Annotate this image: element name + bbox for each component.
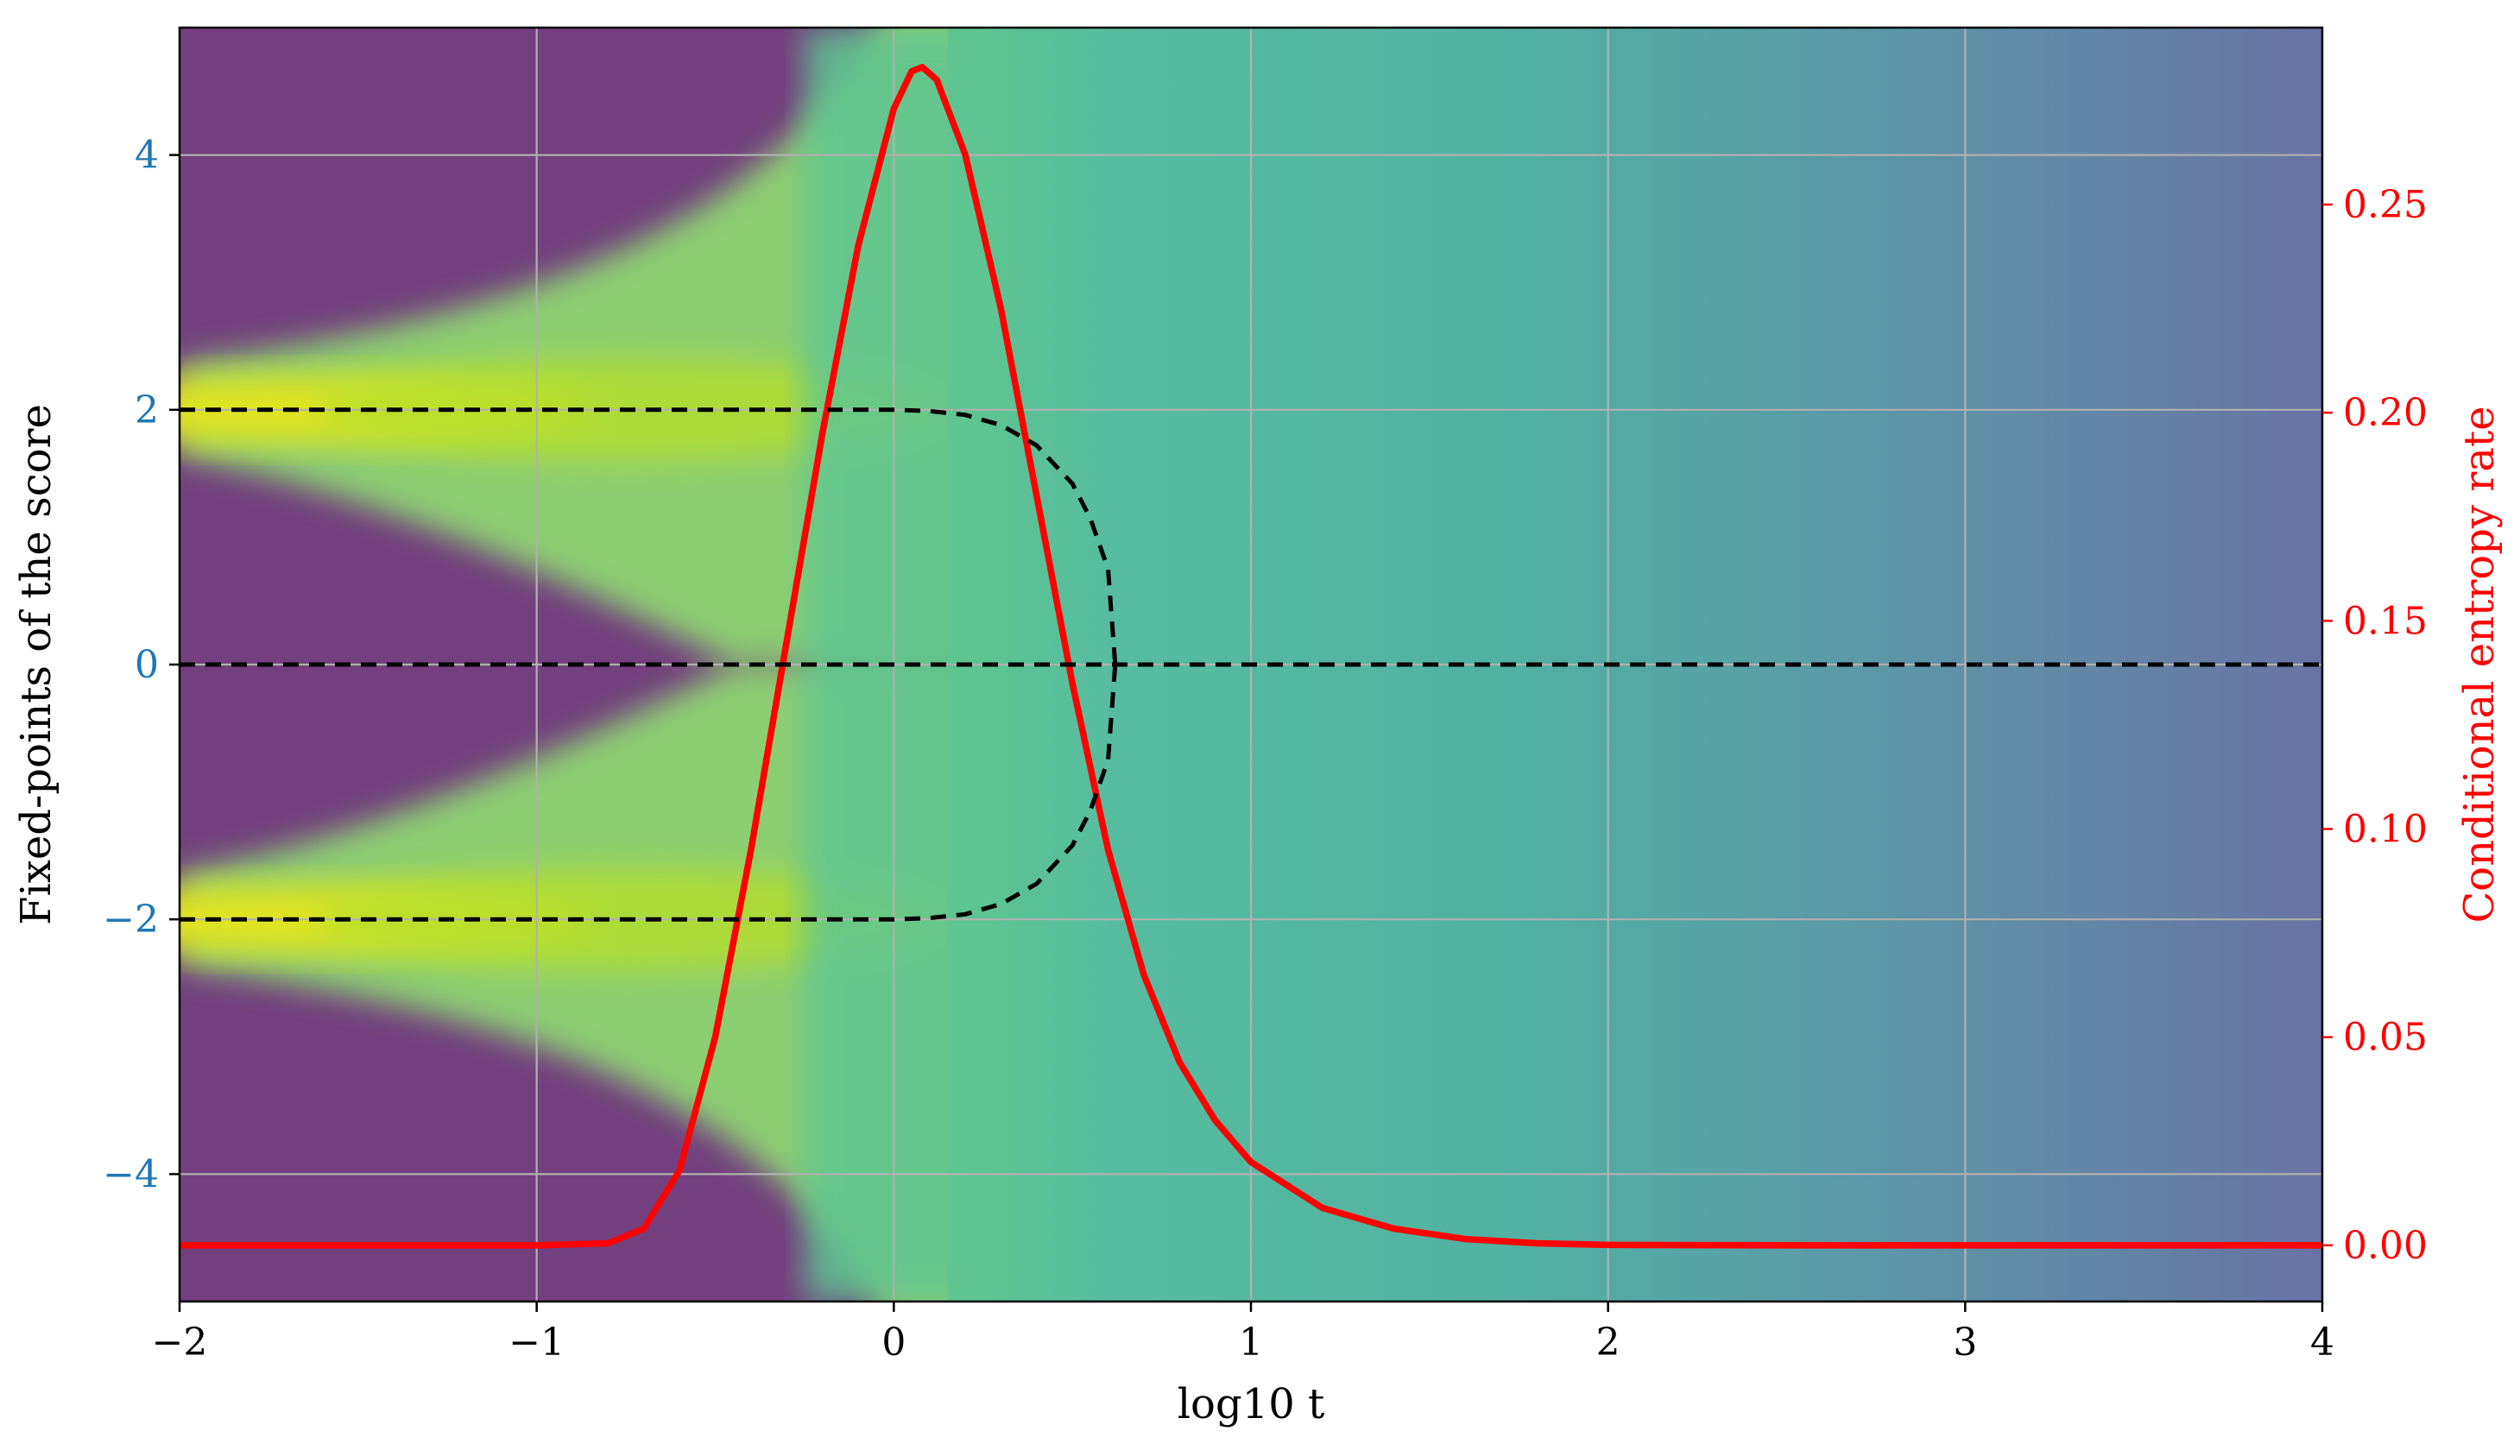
fixed-point-line-1 [180,407,1118,665]
left-axis-label: Fixed-points of the score [12,404,60,925]
series-group [180,64,2322,1249]
entropy-rate-line [180,64,2322,1249]
x-tick-label: 3 [1953,1320,1977,1365]
fixed-point-line-2 [180,664,1118,922]
x-tick-label: 4 [2310,1320,2334,1365]
right-axis-label: Conditional entropy rate [2455,406,2504,923]
left-y-tick-label: −4 [103,1152,159,1196]
right-y-tick-label: 0.05 [2343,1016,2428,1060]
x-tick-label: −2 [152,1320,208,1365]
left-y-tick-label: 0 [135,643,159,687]
x-tick-label: −1 [508,1320,565,1365]
right-y-tick-label: 0.25 [2343,183,2428,227]
left-axis-ticks: −4 −2 0 2 4 [103,134,180,1196]
x-axis-ticks: −2 −1 0 1 2 3 4 [152,1302,2334,1365]
density-heatmap [180,28,2322,1302]
left-y-tick-label: 4 [135,134,159,178]
x-tick-label: 0 [881,1320,906,1365]
right-y-tick-label: 0.20 [2343,391,2428,435]
left-y-tick-label: −2 [103,898,159,942]
right-y-tick-label: 0.10 [2343,808,2428,852]
x-tick-label: 1 [1239,1320,1263,1365]
right-y-tick-label: 0.00 [2343,1224,2428,1268]
right-axis-ticks: 0.00 0.05 0.10 0.15 0.20 0.25 [2322,183,2428,1268]
x-tick-label: 2 [1596,1320,1620,1365]
right-y-tick-label: 0.15 [2343,599,2428,643]
x-axis-label: log10 t [1178,1380,1325,1428]
left-y-tick-label: 2 [135,388,159,432]
